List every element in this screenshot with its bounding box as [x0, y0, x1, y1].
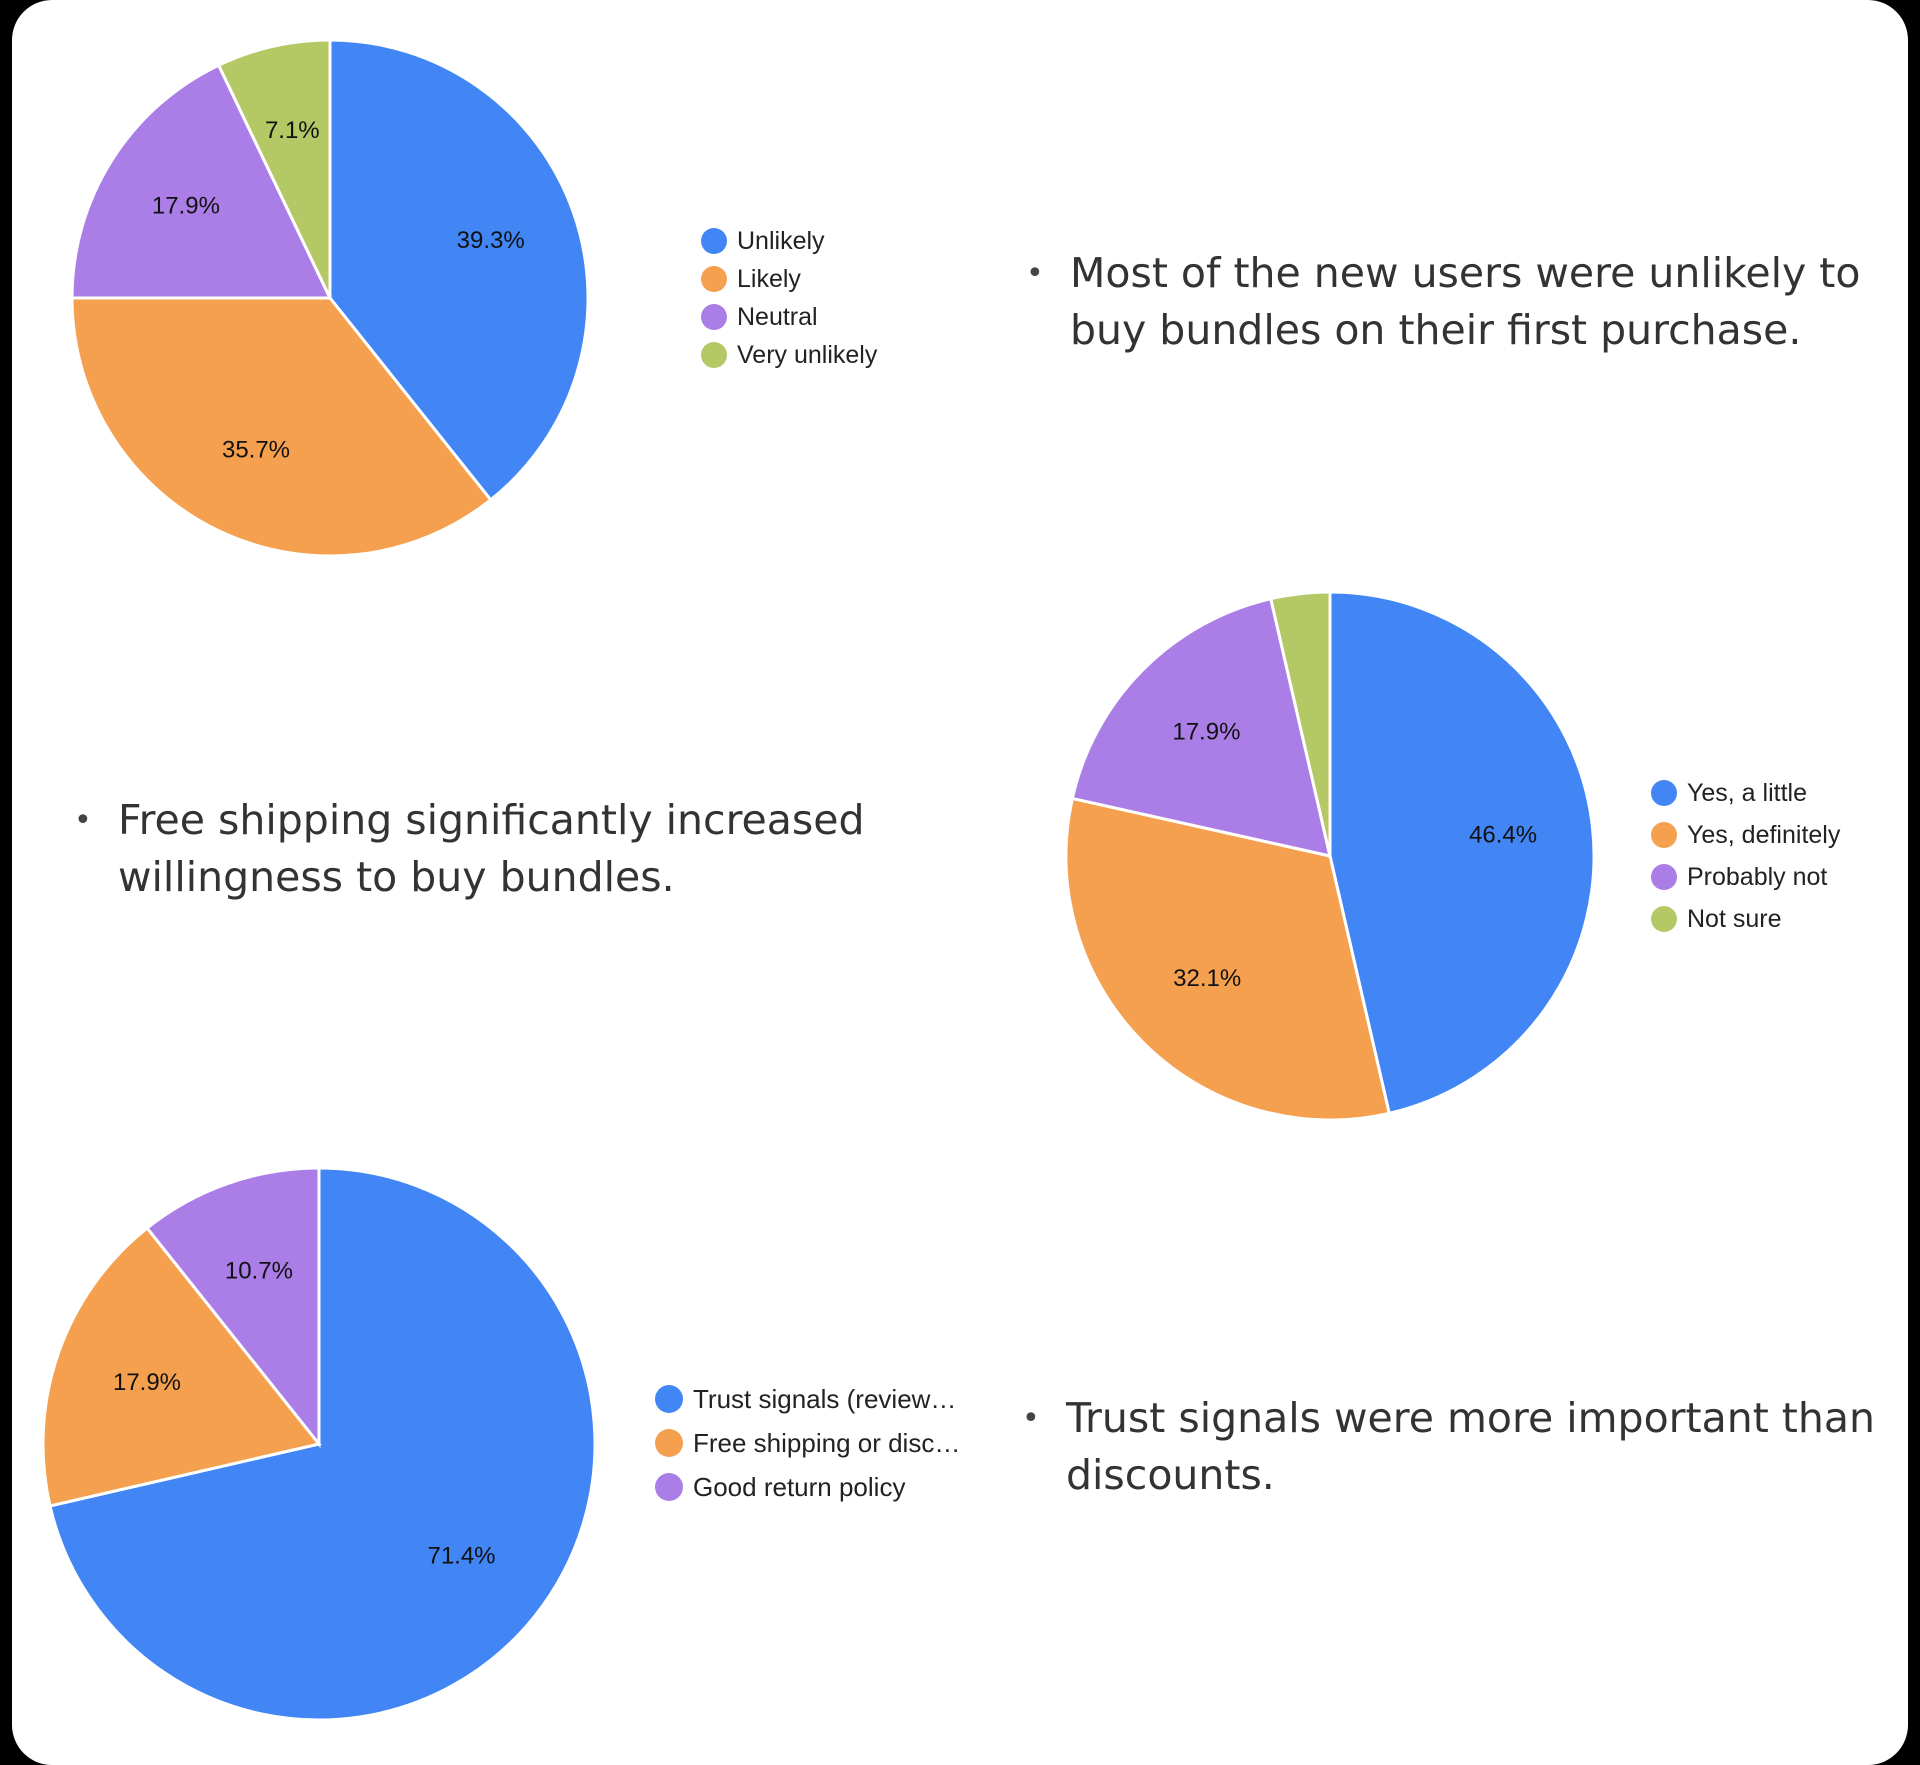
legend-dot-icon: [701, 342, 727, 368]
bullet-mark: •: [1026, 256, 1044, 291]
pie-chart-trust-signals: 71.4% 17.9% 10.7%: [41, 1166, 597, 1722]
legend-item-return-policy: Good return policy: [655, 1465, 960, 1509]
slice-percent-label: 17.9%: [1172, 719, 1240, 746]
legend-label: Neutral: [737, 302, 818, 331]
legend-dot-icon: [701, 228, 727, 254]
pie-slice: [1268, 590, 1332, 857]
slice-percent-label: 71.4%: [427, 1543, 495, 1570]
pie-slice: [1064, 796, 1392, 1122]
pie-slice: [48, 1166, 597, 1722]
legend-first-purchase: Unlikely Likely Neutral Very unlikely: [701, 222, 877, 374]
pie-chart-first-purchase: 39.3% 35.7% 17.9% 7.1%: [70, 38, 590, 558]
slice-percent-label: 17.9%: [152, 193, 220, 220]
bullet-first-purchase: • Most of the new users were unlikely to…: [1026, 245, 1888, 359]
legend-item-very-unlikely: Very unlikely: [701, 336, 877, 374]
legend-trust-signals: Trust signals (review… Free shipping or …: [655, 1377, 960, 1509]
legend-dot-icon: [655, 1473, 683, 1501]
legend-label: Free shipping or disc…: [693, 1427, 961, 1458]
legend-item-probably-not: Probably not: [1651, 856, 1840, 898]
legend-dot-icon: [1651, 780, 1677, 806]
legend-item-free-shipping: Free shipping or disc…: [655, 1421, 960, 1465]
legend-dot-icon: [1651, 906, 1677, 932]
pie-slice: [41, 1225, 322, 1508]
legend-label: Unlikely: [737, 226, 825, 255]
slice-percent-label: 7.1%: [265, 117, 320, 144]
legend-label: Likely: [737, 264, 801, 293]
pie-slice: [328, 38, 590, 502]
pie-slice: [70, 63, 333, 300]
pie-slice: [1070, 596, 1332, 858]
legend-label: Yes, definitely: [1687, 820, 1841, 849]
legend-item-likely: Likely: [701, 260, 877, 298]
pie-slice: [70, 296, 493, 558]
bullet-text: Trust signals were more important than d…: [1066, 1394, 1875, 1499]
pie-slice: [1328, 590, 1596, 1116]
legend-item-yes-a-little: Yes, a little: [1651, 772, 1840, 814]
legend-dot-icon: [701, 266, 727, 292]
legend-dot-icon: [655, 1429, 683, 1457]
slice-percent-label: 10.7%: [225, 1257, 293, 1284]
bullet-text: Free shipping significantly increased wi…: [118, 796, 865, 901]
slice-percent-label: 46.4%: [1469, 822, 1537, 849]
bullet-mark: •: [1022, 1401, 1040, 1436]
legend-label: Yes, a little: [1687, 778, 1807, 807]
bullet-free-shipping: • Free shipping significantly increased …: [74, 792, 954, 906]
legend-dot-icon: [701, 304, 727, 330]
bullet-mark: •: [74, 803, 92, 838]
legend-label: Probably not: [1687, 862, 1828, 891]
legend-free-shipping: Yes, a little Yes, definitely Probably n…: [1651, 772, 1840, 940]
slice-percent-label: 35.7%: [222, 437, 290, 464]
legend-label: Trust signals (review…: [693, 1383, 957, 1414]
pie-slice: [145, 1166, 321, 1449]
slice-percent-label: 32.1%: [1173, 965, 1241, 992]
legend-dot-icon: [1651, 864, 1677, 890]
slice-percent-label: 17.9%: [113, 1369, 181, 1396]
bullet-text: Most of the new users were unlikely to b…: [1070, 249, 1861, 354]
legend-label: Not sure: [1687, 904, 1782, 933]
legend-label: Good return policy: [693, 1471, 906, 1502]
legend-dot-icon: [1651, 822, 1677, 848]
pie-slice: [216, 38, 332, 299]
slide-card: 39.3% 35.7% 17.9% 7.1% 46.4% 32.1% 17.9% 71.4% 1…: [12, 0, 1908, 1765]
legend-item-not-sure: Not sure: [1651, 898, 1840, 940]
slice-percent-label: 39.3%: [457, 227, 525, 254]
bullet-trust-signals: • Trust signals were more important than…: [1022, 1390, 1902, 1504]
legend-item-neutral: Neutral: [701, 298, 877, 336]
legend-label: Very unlikely: [737, 340, 878, 369]
legend-item-unlikely: Unlikely: [701, 222, 877, 260]
legend-dot-icon: [655, 1385, 683, 1413]
legend-item-trust-signals: Trust signals (review…: [655, 1377, 960, 1421]
pie-chart-free-shipping: 46.4% 32.1% 17.9%: [1064, 590, 1596, 1122]
pie-charts-canvas: 39.3% 35.7% 17.9% 7.1% 46.4% 32.1% 17.9% 71.4% 1…: [41, 38, 1596, 1722]
legend-item-yes-definitely: Yes, definitely: [1651, 814, 1840, 856]
